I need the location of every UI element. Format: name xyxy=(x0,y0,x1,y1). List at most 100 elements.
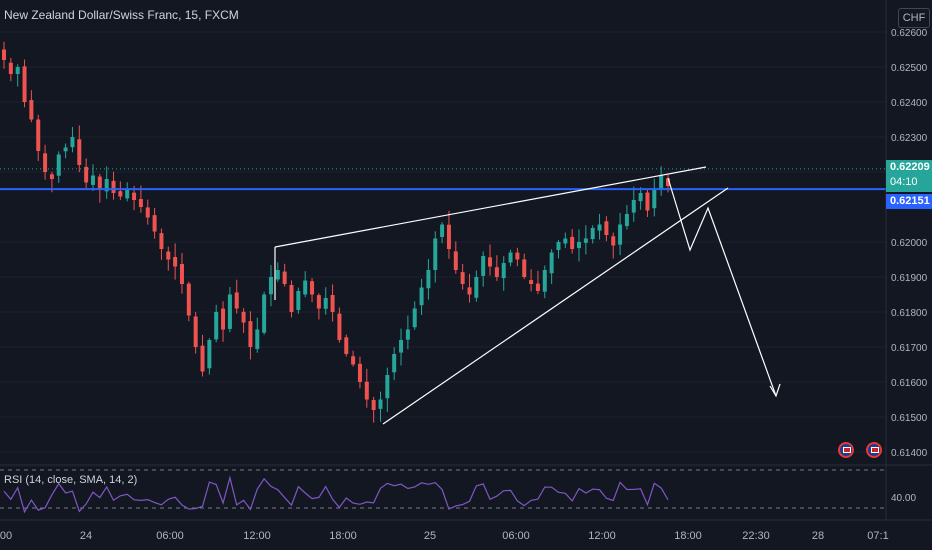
candle-body xyxy=(166,251,171,260)
time-tick-label: 25 xyxy=(423,530,437,542)
candle-body xyxy=(440,224,445,237)
candle-body xyxy=(529,280,534,284)
candle-body xyxy=(316,295,321,309)
candle-body xyxy=(159,233,164,249)
candle-body xyxy=(399,340,404,353)
candle-body xyxy=(392,354,397,373)
candle-body xyxy=(501,263,506,279)
candle-body xyxy=(344,337,349,354)
candle-body xyxy=(645,192,650,211)
candle-body xyxy=(56,154,61,176)
time-tick-label: 18:00 xyxy=(329,530,357,542)
countdown-value: 04:10 xyxy=(890,176,918,188)
candle-body xyxy=(351,356,356,365)
candle-body xyxy=(556,242,561,251)
candle-body xyxy=(77,139,82,165)
candle-body xyxy=(515,252,520,260)
rsi-tick-label: 40.00 xyxy=(891,493,916,504)
candle-body xyxy=(405,329,410,340)
candle-body xyxy=(563,238,568,244)
candle-body xyxy=(330,294,335,312)
currency-label[interactable]: CHF xyxy=(898,8,930,28)
rsi-indicator-label[interactable]: RSI (14, close, SMA, 14, 2) xyxy=(4,474,138,486)
candle-body xyxy=(255,329,260,349)
candle-body xyxy=(152,215,157,232)
candle-body xyxy=(234,292,239,309)
price-tick-label: 0.61800 xyxy=(891,308,928,319)
candle-body xyxy=(111,180,116,193)
candle-body xyxy=(104,179,109,192)
candle-body xyxy=(583,238,588,243)
time-tick-label: 18:00 xyxy=(674,530,702,542)
candle-body xyxy=(488,257,493,267)
projection-arrowhead xyxy=(769,383,781,398)
wedge-upper-line xyxy=(274,166,707,248)
time-tick-label: 06:00 xyxy=(156,530,184,542)
candle-body xyxy=(337,313,342,340)
nzd-flag-icon[interactable] xyxy=(838,442,854,458)
candle-body xyxy=(604,221,609,235)
candle-body xyxy=(542,270,547,292)
candle-body xyxy=(453,251,458,270)
candle-body xyxy=(481,256,486,276)
candle-body xyxy=(118,191,123,197)
symbol-header[interactable]: New Zealand Dollar/Swiss Franc, 15, FXCM xyxy=(4,8,239,22)
price-tick-label: 0.61600 xyxy=(891,378,928,389)
price-tick-label: 0.62600 xyxy=(891,28,928,39)
candle-body xyxy=(173,256,178,267)
candle-body xyxy=(590,228,595,240)
pattern-drawings[interactable] xyxy=(274,166,781,425)
rsi-line xyxy=(3,475,669,514)
candle-body xyxy=(262,294,267,333)
grid xyxy=(0,31,932,521)
price-tick-label: 0.61900 xyxy=(891,273,928,284)
candle-body xyxy=(460,272,465,284)
candle-body xyxy=(467,287,472,295)
candle-body xyxy=(433,238,438,270)
time-tick-label: 24 xyxy=(79,530,93,542)
candle-body xyxy=(631,200,636,213)
candle-body xyxy=(49,174,54,179)
price-axis[interactable]: 0.626000.625000.624000.623000.622000.620… xyxy=(885,0,928,520)
price-tick-label: 0.62300 xyxy=(891,133,928,144)
candle-body xyxy=(97,176,102,190)
horizontal-line[interactable] xyxy=(0,168,886,191)
candle-body xyxy=(268,277,273,295)
candle-body xyxy=(2,49,6,60)
time-tick-label: 12:00 xyxy=(588,530,616,542)
symbol-name: New Zealand Dollar/Swiss Franc xyxy=(4,8,179,22)
candle-body xyxy=(659,175,664,190)
candle-body xyxy=(200,345,205,372)
candle-body xyxy=(70,137,75,148)
candle-body xyxy=(29,100,34,120)
candle-body xyxy=(36,119,41,151)
candle-body xyxy=(419,287,424,306)
candle-body xyxy=(549,252,554,274)
candle-body xyxy=(214,312,219,340)
candle-body xyxy=(186,283,191,316)
candle-body xyxy=(446,224,451,249)
time-tick-label: 22:30 xyxy=(742,530,770,542)
last-price-tag: 0.62209 04:10 xyxy=(886,160,932,192)
candle-body xyxy=(618,224,623,245)
candle-body xyxy=(508,252,513,263)
candle-body xyxy=(63,147,68,152)
exchange-label: FXCM xyxy=(204,8,239,22)
candle-body xyxy=(296,291,301,310)
candle-body xyxy=(15,67,20,74)
nzd-flag-icon[interactable] xyxy=(866,442,882,458)
candle-body xyxy=(378,399,383,409)
candle-body xyxy=(666,178,670,186)
last-price-value: 0.62209 xyxy=(890,161,930,173)
candle-body xyxy=(494,267,499,277)
candle-body xyxy=(323,298,328,309)
candle-body xyxy=(357,363,362,382)
candle-body xyxy=(371,400,376,410)
candle-body xyxy=(611,236,616,246)
candle-body xyxy=(638,193,643,202)
candle-body xyxy=(624,214,629,227)
rsi-pane xyxy=(0,469,886,514)
wedge-lower-line xyxy=(382,187,729,425)
candle-body xyxy=(597,224,602,231)
